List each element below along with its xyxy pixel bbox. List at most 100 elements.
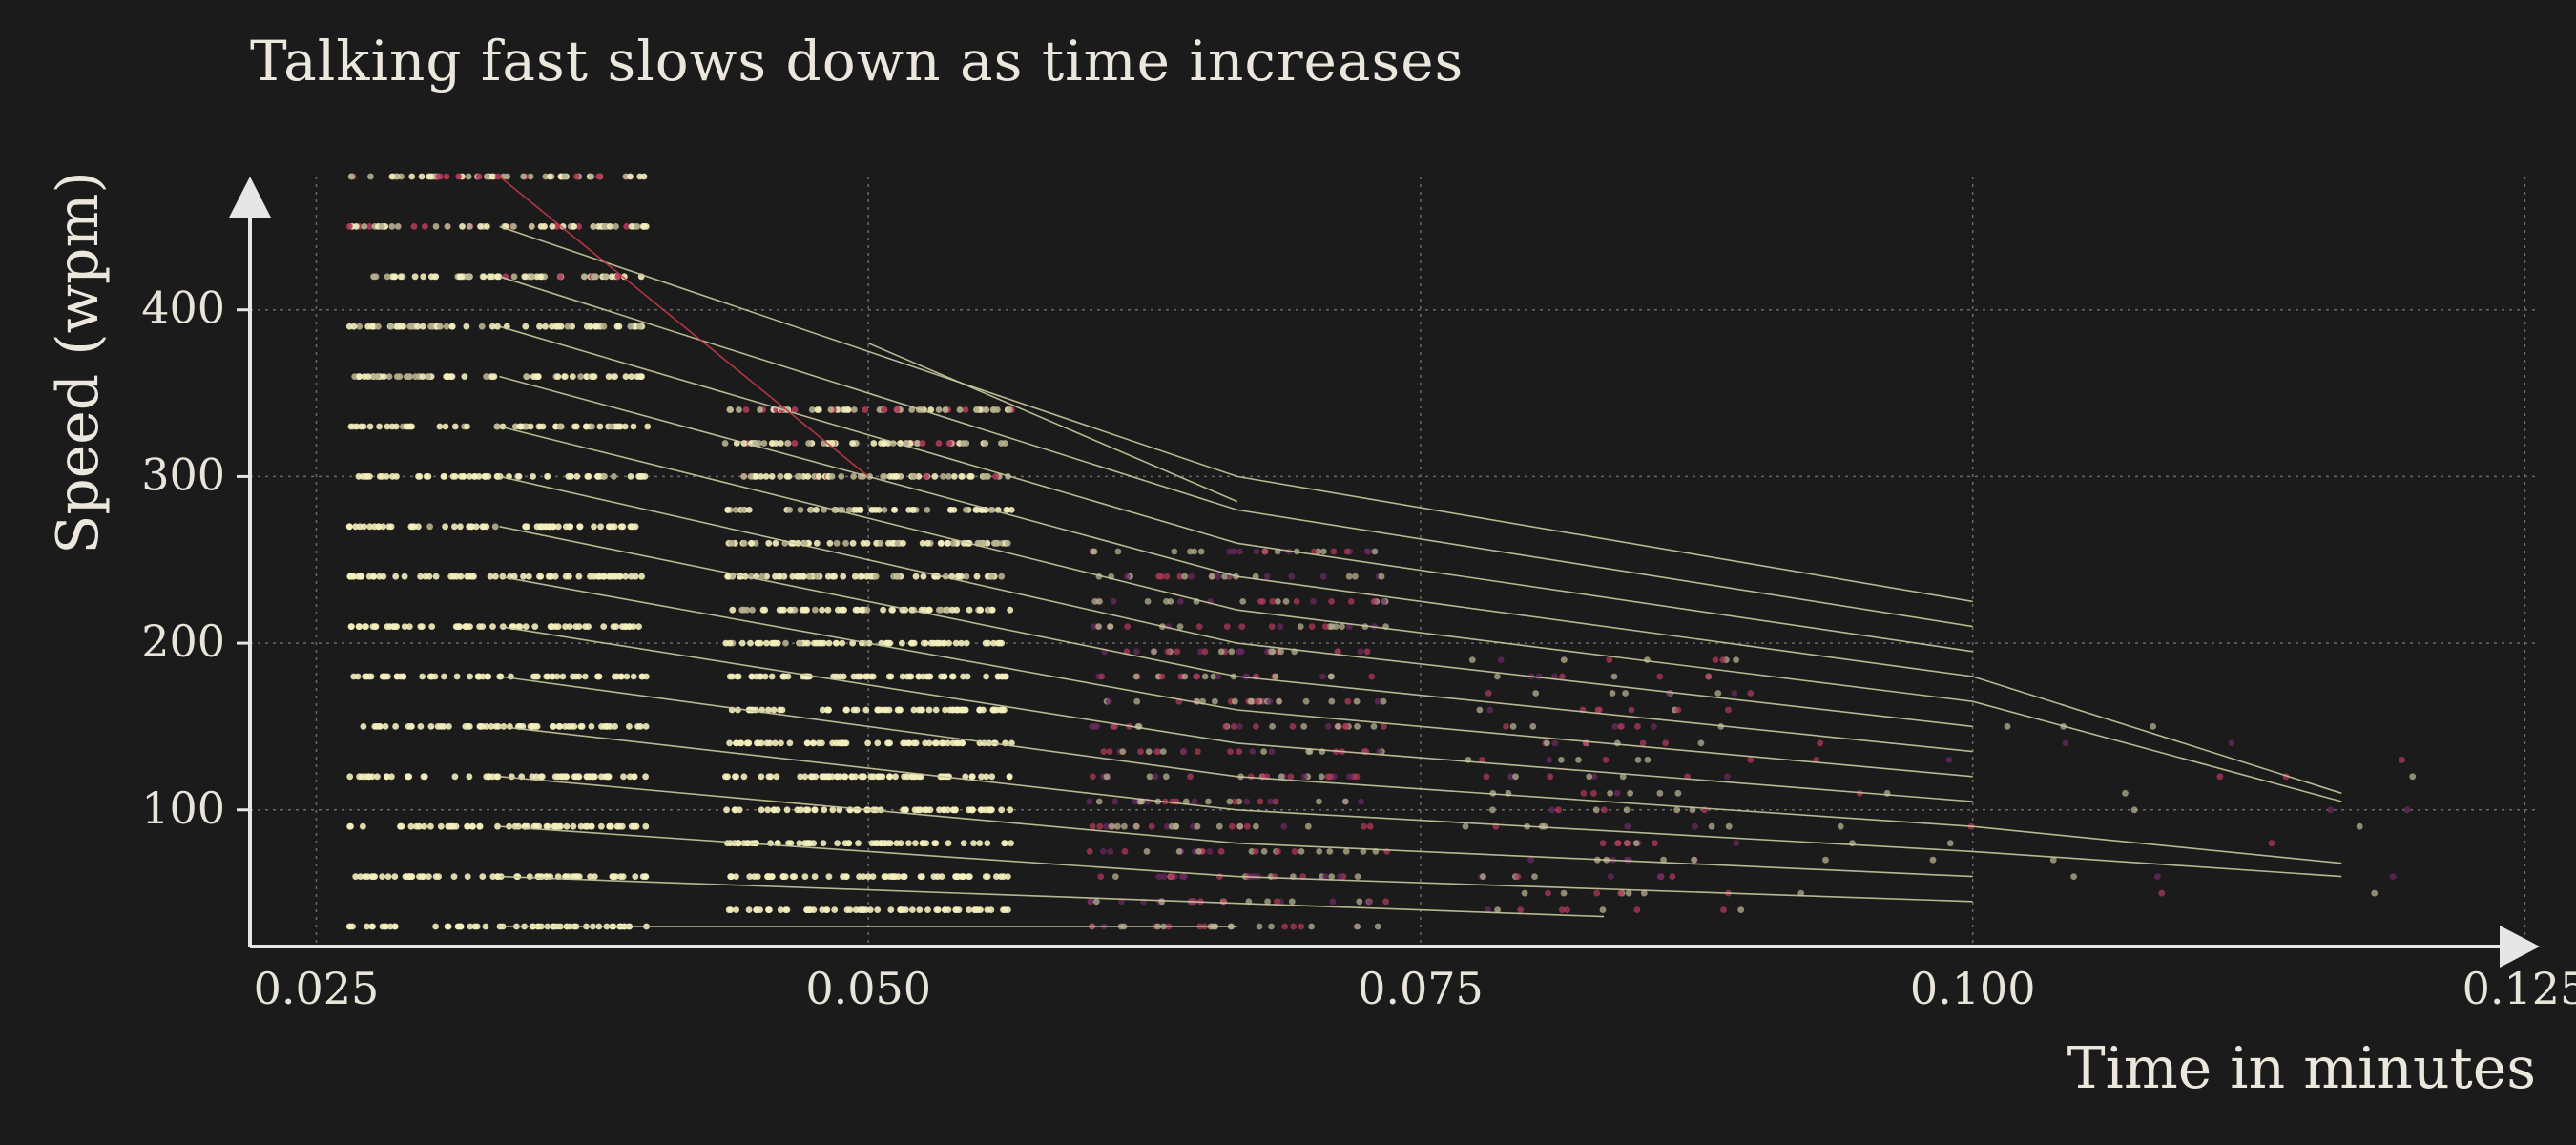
data-point — [1217, 848, 1225, 855]
data-point — [603, 723, 611, 730]
data-point — [1628, 706, 1635, 714]
data-point — [589, 423, 595, 430]
data-point — [945, 440, 953, 447]
data-point — [1625, 889, 1632, 897]
data-point — [1644, 757, 1652, 763]
data-point — [471, 923, 479, 930]
data-point — [392, 723, 399, 730]
data-point — [970, 840, 977, 847]
data-point — [601, 223, 609, 230]
trend-line — [499, 575, 1973, 778]
data-point — [987, 806, 993, 814]
data-point — [770, 639, 778, 647]
data-point — [886, 473, 894, 480]
data-point — [791, 406, 799, 413]
data-point — [466, 723, 473, 730]
data-point — [905, 507, 912, 513]
trend-line — [499, 426, 2342, 802]
data-point — [1272, 673, 1279, 680]
data-point — [600, 323, 608, 330]
data-point — [1347, 598, 1355, 605]
data-point — [1692, 822, 1698, 830]
data-point — [1737, 906, 1745, 913]
data-point — [904, 673, 911, 680]
data-point — [623, 673, 631, 680]
data-point — [1108, 822, 1115, 830]
data-point — [940, 473, 946, 480]
data-point — [1733, 840, 1740, 847]
data-point — [536, 323, 543, 330]
data-point — [791, 606, 799, 614]
data-point — [373, 373, 381, 380]
data-point — [753, 473, 759, 480]
data-point — [388, 223, 396, 230]
data-point — [362, 623, 368, 630]
data-point — [1238, 648, 1245, 656]
data-point — [861, 773, 867, 781]
data-point — [1480, 873, 1486, 880]
data-point — [419, 373, 426, 380]
data-point — [1593, 889, 1601, 897]
data-point — [1253, 697, 1260, 705]
data-point — [779, 606, 785, 614]
data-point — [915, 473, 923, 480]
data-point — [455, 173, 463, 180]
data-point — [1152, 773, 1159, 781]
data-point — [1602, 757, 1610, 763]
data-point — [1514, 873, 1522, 880]
data-point — [740, 773, 748, 781]
data-point — [553, 673, 561, 680]
data-point — [1837, 822, 1844, 830]
data-point — [2389, 873, 2397, 880]
data-point — [385, 373, 393, 380]
data-point — [806, 840, 814, 847]
data-point — [779, 706, 786, 714]
data-point — [388, 173, 396, 180]
data-point — [507, 723, 513, 730]
data-point — [2371, 889, 2379, 897]
data-point — [390, 623, 398, 630]
data-point — [1343, 548, 1351, 555]
data-point — [612, 723, 618, 730]
data-point — [642, 873, 650, 880]
data-point — [1590, 789, 1597, 797]
data-point — [360, 822, 366, 830]
data-point — [1247, 697, 1255, 705]
data-point — [611, 523, 618, 531]
data-point — [1558, 757, 1565, 763]
data-point — [1001, 840, 1008, 847]
data-point — [727, 906, 735, 913]
data-point — [376, 473, 384, 480]
data-point — [1000, 906, 1007, 913]
trend-line — [499, 776, 1973, 878]
data-point — [419, 673, 426, 680]
data-point — [366, 423, 374, 430]
data-point — [960, 840, 967, 847]
data-point — [400, 673, 406, 680]
x-axis-arrow-icon — [2500, 926, 2540, 968]
data-point — [1176, 623, 1184, 630]
data-point — [2130, 806, 2138, 814]
data-point — [809, 739, 817, 747]
data-point — [1107, 848, 1114, 855]
data-point — [765, 906, 773, 913]
data-point — [489, 173, 496, 180]
data-point — [1148, 822, 1155, 830]
data-point — [869, 673, 877, 680]
data-point — [407, 822, 415, 830]
data-point — [903, 806, 909, 814]
data-point — [998, 806, 1006, 814]
data-point — [1356, 898, 1363, 906]
data-point — [626, 773, 634, 781]
data-point — [361, 373, 368, 380]
data-point — [735, 673, 742, 680]
y-tick-label: 400 — [141, 282, 225, 334]
data-point — [1306, 748, 1314, 755]
data-point — [1227, 748, 1234, 755]
data-point — [849, 639, 856, 647]
data-point — [1548, 806, 1556, 814]
data-point — [1627, 789, 1633, 797]
data-point — [1194, 822, 1201, 830]
data-point — [485, 473, 492, 480]
data-point — [799, 606, 806, 614]
